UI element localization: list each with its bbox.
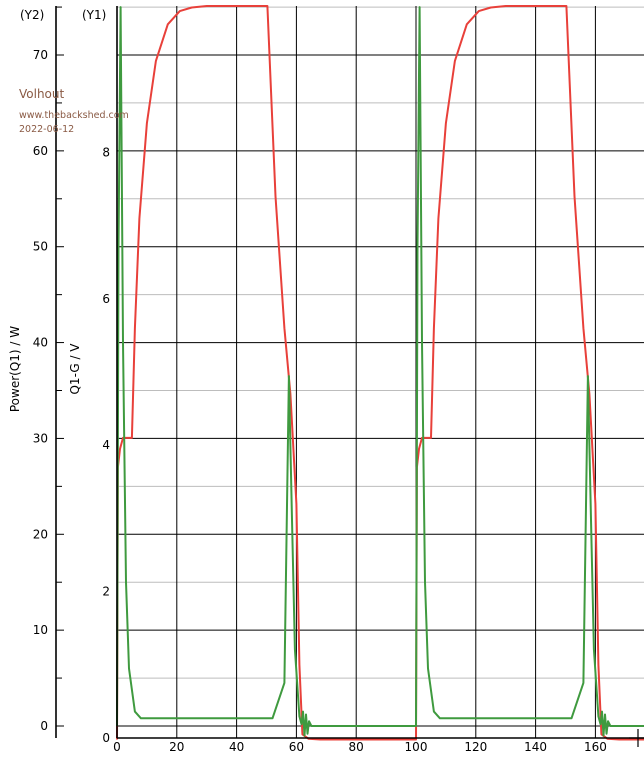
x-tick-label: 140 bbox=[524, 740, 547, 754]
watermark-date: 2022-06-12 bbox=[19, 124, 75, 135]
x-tick-label: 100 bbox=[405, 740, 428, 754]
y1-tick-label: 4 bbox=[102, 438, 110, 452]
x-tick-label: 20 bbox=[169, 740, 184, 754]
series-line-y1 bbox=[116, 5, 644, 741]
x-tick-label: 80 bbox=[349, 740, 364, 754]
axes bbox=[55, 6, 644, 739]
y2-tick-label: 40 bbox=[33, 336, 48, 350]
y2-axis-label: Power(Q1) / W bbox=[8, 326, 22, 412]
y2-tick-label: 20 bbox=[33, 527, 48, 541]
y2-tick-label: 70 bbox=[33, 48, 48, 62]
watermark-author: Volhout bbox=[19, 87, 65, 101]
series-line-y2 bbox=[116, 6, 644, 737]
y2-corner-label: (Y2) bbox=[20, 8, 44, 22]
x-tick-label: 0 bbox=[113, 740, 121, 754]
y1-tick-label: 8 bbox=[102, 145, 110, 159]
watermark-site: www.thebackshed.com bbox=[19, 110, 129, 121]
x-tick-label: 120 bbox=[464, 740, 487, 754]
y1-tick-label: 0 bbox=[102, 731, 110, 745]
grid bbox=[117, 6, 644, 738]
y2-tick-label: 50 bbox=[33, 240, 48, 254]
y1-tick-label: 2 bbox=[102, 585, 110, 599]
y2-tick-label: 10 bbox=[33, 623, 48, 637]
y2-tick-label: 60 bbox=[33, 144, 48, 158]
y1-axis-label: Q1-G / V bbox=[68, 343, 82, 395]
crosshair-cursor-icon bbox=[629, 729, 644, 747]
y1-tick-label: 6 bbox=[102, 292, 110, 306]
x-tick-label: 160 bbox=[584, 740, 607, 754]
y2-tick-label: 30 bbox=[33, 431, 48, 445]
x-tick-label: 40 bbox=[229, 740, 244, 754]
series-layer bbox=[116, 5, 644, 741]
x-tick-label: 60 bbox=[289, 740, 304, 754]
y1-corner-label: (Y1) bbox=[82, 8, 106, 22]
y2-tick-label: 0 bbox=[40, 719, 48, 733]
